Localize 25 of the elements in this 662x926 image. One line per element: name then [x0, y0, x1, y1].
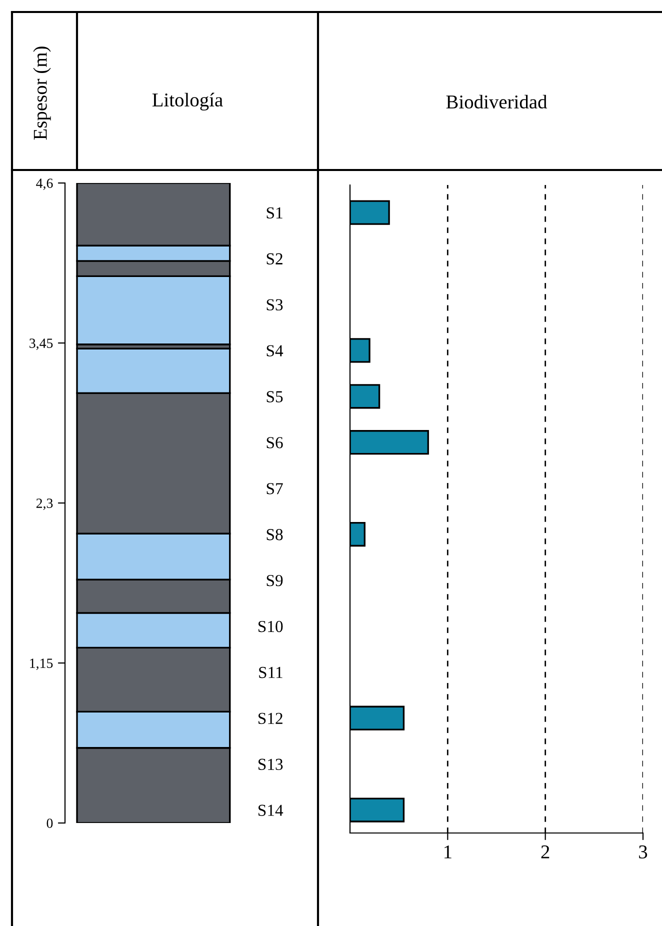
y-tick-label: S11 — [259, 666, 282, 678]
y-tick-label: 0 — [46, 818, 53, 828]
y-tick-label: S12 — [258, 712, 282, 724]
x-tick-label: 3 — [639, 845, 648, 858]
y-axis-title: Espesor (m) — [33, 46, 51, 140]
y-tick-label: S2 — [266, 253, 282, 264]
y-tick-label: S1 — [266, 207, 282, 219]
y-tick-label: S6 — [266, 437, 283, 448]
chart-title: Litología — [152, 92, 223, 111]
chart-title: Biodiveridad — [446, 94, 548, 109]
y-tick-label: 2,3 — [36, 498, 53, 510]
y-tick-label: S4 — [266, 345, 284, 356]
y-tick-label: S7 — [266, 483, 283, 494]
y-tick-label: S3 — [266, 299, 283, 310]
y-tick-label: S8 — [266, 528, 283, 540]
y-tick-label: 1,15 — [30, 658, 53, 670]
y-tick-label: S14 — [258, 804, 284, 816]
y-tick-label: S5 — [266, 391, 283, 402]
y-tick-label: S13 — [258, 758, 283, 770]
y-tick-label: 3,45 — [30, 338, 53, 350]
x-tick-label: 2 — [541, 845, 550, 858]
x-tick-label: 1 — [444, 845, 452, 858]
y-tick-label: 4,6 — [36, 178, 53, 190]
y-tick-label: S9 — [266, 574, 283, 586]
y-tick-label: S10 — [258, 620, 283, 632]
